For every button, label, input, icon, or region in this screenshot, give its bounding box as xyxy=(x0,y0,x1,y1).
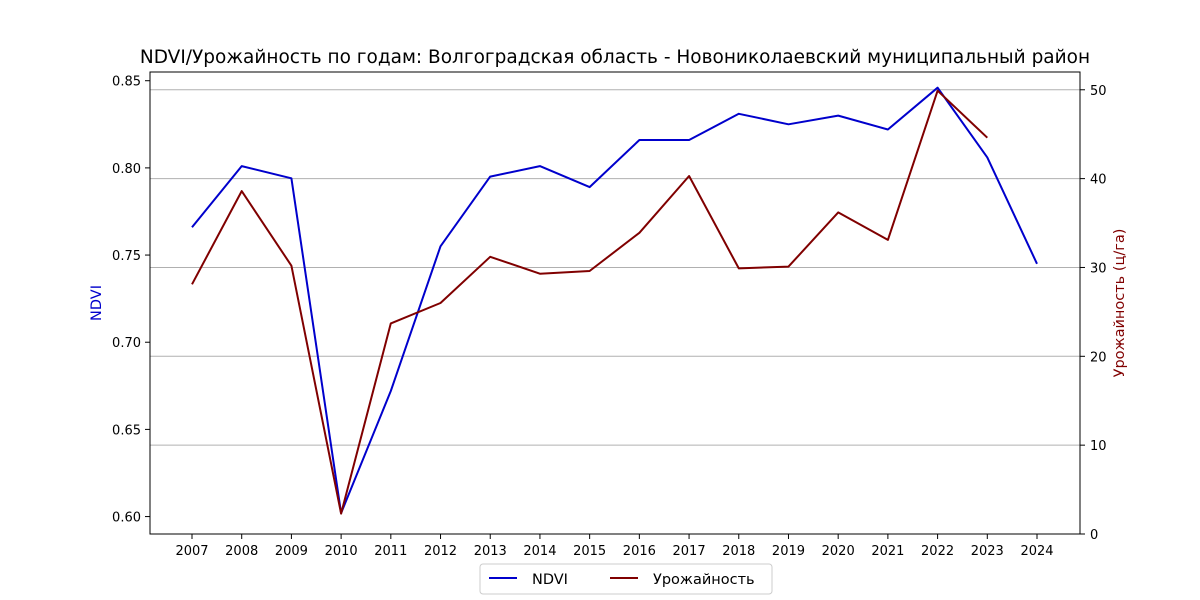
y-axis-right: 0 10 20 30 40 50 xyxy=(1080,84,1107,543)
x-tick-label: 2007 xyxy=(175,544,208,559)
x-tick-label: 2013 xyxy=(474,544,507,559)
y-right-tick-label: 20 xyxy=(1090,350,1107,365)
y-right-tick-label: 10 xyxy=(1090,439,1107,454)
x-tick-label: 2010 xyxy=(325,544,358,559)
y-left-tick-label: 0.65 xyxy=(112,423,141,438)
x-tick-label: 2023 xyxy=(971,544,1004,559)
series-group xyxy=(191,86,1038,515)
x-tick-label: 2009 xyxy=(275,544,308,559)
grid xyxy=(150,89,1080,535)
x-tick-label: 2024 xyxy=(1020,544,1053,559)
y-right-tick-label: 40 xyxy=(1090,173,1107,188)
x-tick-label: 2022 xyxy=(921,544,954,559)
plot-frame xyxy=(149,71,1081,535)
y-left-tick-label: 0.70 xyxy=(112,336,141,351)
x-axis: 2007 2008 2009 2010 2011 2012 2013 2014 2015 2016… xyxy=(175,534,1054,559)
y-left-tick-label: 0.75 xyxy=(112,249,141,264)
x-tick-label: 2020 xyxy=(822,544,855,559)
y-right-tick-label: 0 xyxy=(1090,528,1098,543)
legend-yield-label: Урожайность xyxy=(653,572,755,588)
y-left-tick-label: 0.80 xyxy=(112,162,141,177)
x-tick-label: 2014 xyxy=(523,544,556,559)
x-tick-label: 2016 xyxy=(623,544,656,559)
y-left-tick-label: 0.85 xyxy=(112,75,141,90)
x-tick-label: 2012 xyxy=(424,544,457,559)
y-right-tick-label: 30 xyxy=(1090,261,1107,276)
chart-title: NDVI/Урожайность по годам: Волгоградская… xyxy=(140,47,1090,68)
y-axis-right-label: Урожайность (ц/га) xyxy=(1112,229,1128,378)
y-left-tick-label: 0.60 xyxy=(112,511,141,526)
legend-ndvi-label: NDVI xyxy=(532,572,568,588)
y-axis-left: 0.60 0.65 0.70 0.75 0.80 0.85 xyxy=(112,75,150,526)
y-axis-left-label: NDVI xyxy=(89,285,105,321)
x-tick-label: 2018 xyxy=(722,544,755,559)
series-line-ndvi xyxy=(191,86,1038,515)
series-line-yield xyxy=(191,89,988,515)
legend: NDVI Урожайность xyxy=(479,563,773,595)
x-tick-label: 2017 xyxy=(673,544,706,559)
x-tick-label: 2011 xyxy=(374,544,407,559)
y-right-tick-label: 50 xyxy=(1090,84,1107,99)
x-tick-label: 2008 xyxy=(225,544,258,559)
x-tick-label: 2021 xyxy=(871,544,904,559)
x-tick-label: 2015 xyxy=(573,544,606,559)
x-tick-label: 2019 xyxy=(772,544,805,559)
